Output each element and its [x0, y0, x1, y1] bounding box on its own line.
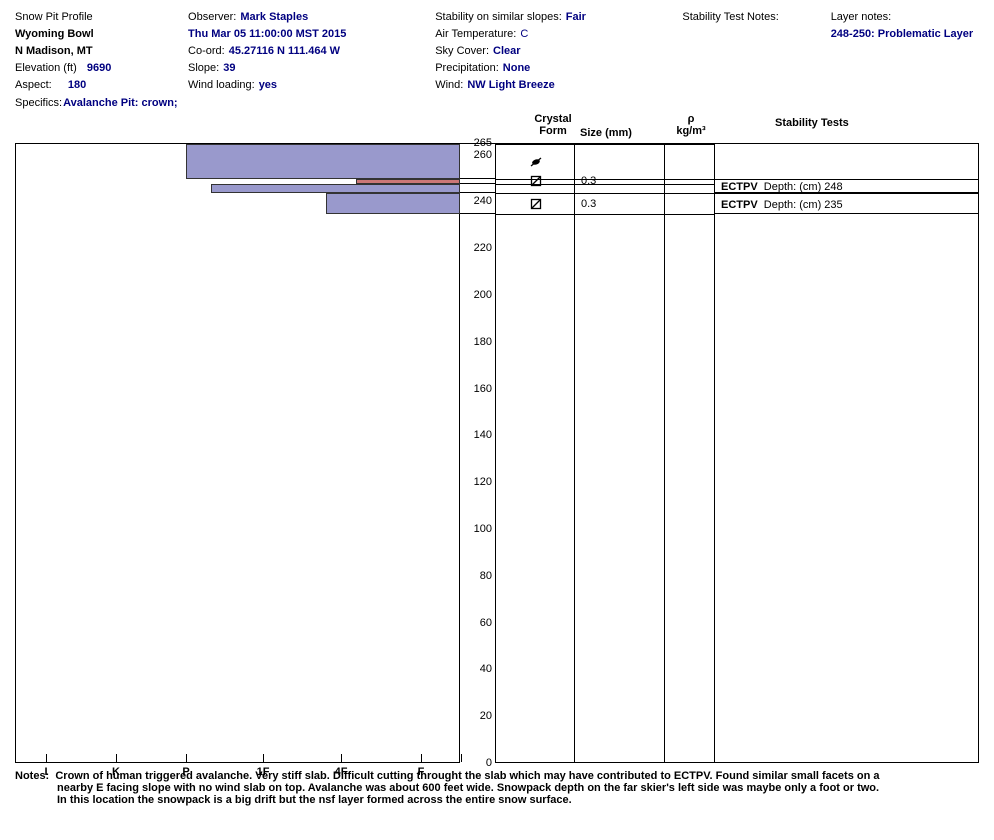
hardness-layer-bar [211, 184, 460, 193]
stability-test-row: ECTPV Depth: (cm) 248 [715, 179, 978, 193]
depth-axis-label: 40 [480, 663, 492, 675]
header: Snow Pit Profile Wyoming Bowl N Madison,… [0, 0, 994, 97]
layer-boundary [575, 193, 664, 194]
depth-axis-label: 160 [474, 383, 492, 395]
wind: Wind:NW Light Breeze [435, 78, 682, 93]
layernotes-label: Layer notes: [831, 10, 979, 25]
crystal-form-column [495, 143, 575, 763]
stability-test-row: ECTPV Depth: (cm) 235 [715, 193, 978, 214]
col-size: Size (mm) [580, 127, 632, 139]
hardness-tick [421, 754, 422, 762]
layer-boundary [665, 144, 714, 145]
stability-test-text: ECTPV Depth: (cm) 235 [721, 199, 843, 211]
connector-line [460, 143, 495, 144]
windloading: Wind loading:yes [188, 78, 435, 93]
depth-axis-label: 0 [486, 757, 492, 769]
location-sub: N Madison, MT [15, 44, 188, 59]
title: Snow Pit Profile [15, 10, 188, 25]
datetime: Thu Mar 05 11:00:00 MST 2015 [188, 27, 435, 42]
connector-line [460, 183, 495, 184]
slope: Slope:39 [188, 61, 435, 76]
col-stability: Stability Tests [775, 117, 849, 129]
chart-area: CrystalForm Size (mm) ρkg/m³ Stability T… [15, 113, 979, 773]
hardness-panel: IKP1F4FF [15, 143, 460, 763]
header-col-3: Stability on similar slopes:Fair Air Tem… [435, 10, 682, 93]
hardness-tick [46, 754, 47, 762]
size-value: 0.3 [581, 198, 596, 210]
stabtestnotes: Stability Test Notes: [682, 10, 830, 25]
density-column [665, 143, 715, 763]
crystal-form-icon [526, 197, 546, 214]
layer-boundary [665, 184, 714, 185]
notes-line-1: Crown of human triggered avalanche. Very… [55, 770, 879, 782]
aspect: Aspect: 180 [15, 78, 188, 93]
layer-boundary [665, 193, 714, 194]
connector-line [460, 213, 495, 214]
depth-axis-label: 140 [474, 429, 492, 441]
header-col-4: Stability Test Notes: [682, 10, 830, 93]
notes-line-3: In this location the snowpack is a big d… [15, 794, 975, 806]
header-col-2: Observer:Mark Staples Thu Mar 05 11:00:0… [188, 10, 435, 93]
size-value: 0.3 [581, 175, 596, 187]
connector-line [460, 178, 495, 179]
size-column: 0.3 0.3 [575, 143, 665, 763]
col-crystal-form: CrystalForm [523, 113, 583, 137]
depth-axis-label: 100 [474, 523, 492, 535]
depth-axis-label: 20 [480, 710, 492, 722]
depth-axis-label: 260 [474, 149, 492, 161]
hardness-tick [263, 754, 264, 762]
depth-axis-label: 200 [474, 289, 492, 301]
layer-boundary [575, 214, 664, 215]
notes-section: Notes: Crown of human triggered avalanch… [15, 770, 975, 806]
layer-boundary [575, 144, 664, 145]
depth-axis-label: 120 [474, 476, 492, 488]
location-title: Wyoming Bowl [15, 27, 188, 42]
stability-test-text: ECTPV Depth: (cm) 248 [721, 181, 843, 193]
hardness-tick [186, 754, 187, 762]
crystal-form-icon [526, 155, 546, 172]
layer-boundary [665, 179, 714, 180]
coord: Co-ord:45.27116 N 111.464 W [188, 44, 435, 59]
skycover: Sky Cover:Clear [435, 44, 682, 59]
layernotes-1: 248-250: Problematic Layer [831, 27, 979, 42]
layer-boundary [496, 193, 574, 194]
depth-axis-label: 240 [474, 195, 492, 207]
depth-axis-label: 80 [480, 570, 492, 582]
layer-boundary [496, 214, 574, 215]
hardness-layer-bar [186, 144, 460, 179]
hardness-layer-bar [326, 193, 460, 214]
stability-column: ECTPV Depth: (cm) 248 ECTPV Depth: (cm) 2… [715, 143, 979, 763]
crystal-form-icon [526, 174, 546, 191]
col-density: ρkg/m³ [671, 113, 711, 137]
depth-axis-label: 220 [474, 242, 492, 254]
depth-axis: 020406080100120140160180200220240260265 [462, 143, 494, 763]
depth-axis-label: 60 [480, 617, 492, 629]
header-col-5: Layer notes: 248-250: Problematic Layer [831, 10, 979, 93]
stability: Stability on similar slopes:Fair [435, 10, 682, 25]
depth-axis-label: 180 [474, 336, 492, 348]
layer-boundary [496, 144, 574, 145]
notes-label: Notes: [15, 770, 49, 782]
observer: Observer:Mark Staples [188, 10, 435, 25]
layer-boundary [665, 214, 714, 215]
header-col-1: Snow Pit Profile Wyoming Bowl N Madison,… [15, 10, 188, 93]
precip: Precipitation:None [435, 61, 682, 76]
elevation: Elevation (ft) 9690 [15, 61, 188, 76]
hardness-tick [341, 754, 342, 762]
hardness-tick [116, 754, 117, 762]
airtemp: Air Temperature:C [435, 27, 682, 42]
notes-line-2: nearby E facing slope with no wind slab … [15, 782, 975, 794]
connector-line [460, 192, 495, 193]
specifics: Specifics:Avalanche Pit: crown; [0, 97, 994, 113]
